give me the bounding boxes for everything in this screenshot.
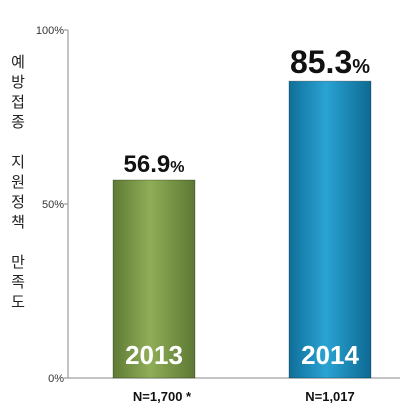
bar-2013: [112, 179, 196, 379]
y-tick-label: 50%: [42, 199, 64, 211]
y-axis-title-char: 예: [11, 53, 25, 71]
bar-2014: [288, 80, 372, 379]
y-axis-title-char: 종: [11, 113, 25, 131]
sample-size-label: N=1,700 *: [133, 389, 192, 404]
y-axis-title-char: 지: [11, 153, 25, 171]
bars: [112, 80, 372, 379]
category-label: 2014: [301, 340, 359, 370]
labels: 56.9% 2013 N=1,700 * 85.3% 2014 N=1,017: [124, 44, 371, 404]
category-label: 2013: [125, 340, 183, 370]
y-axis-title-char: 책: [11, 213, 25, 231]
y-axis-title-char: 방: [11, 73, 25, 91]
y-axis-title-char: 만: [11, 253, 25, 271]
sample-size-label: N=1,017: [305, 389, 355, 404]
value-label: 85.3%: [290, 44, 370, 80]
y-axis-title-char: 도: [11, 293, 25, 311]
y-axis-title-char: 원: [11, 173, 25, 191]
y-axis-title-char: 접: [11, 93, 25, 111]
y-tick-label: 0%: [48, 373, 64, 385]
y-axis-title-char: 족: [11, 273, 25, 291]
value-label: 56.9%: [124, 151, 185, 178]
y-axis-title-char: 정: [11, 193, 25, 211]
y-tick-label: 100%: [36, 25, 64, 37]
